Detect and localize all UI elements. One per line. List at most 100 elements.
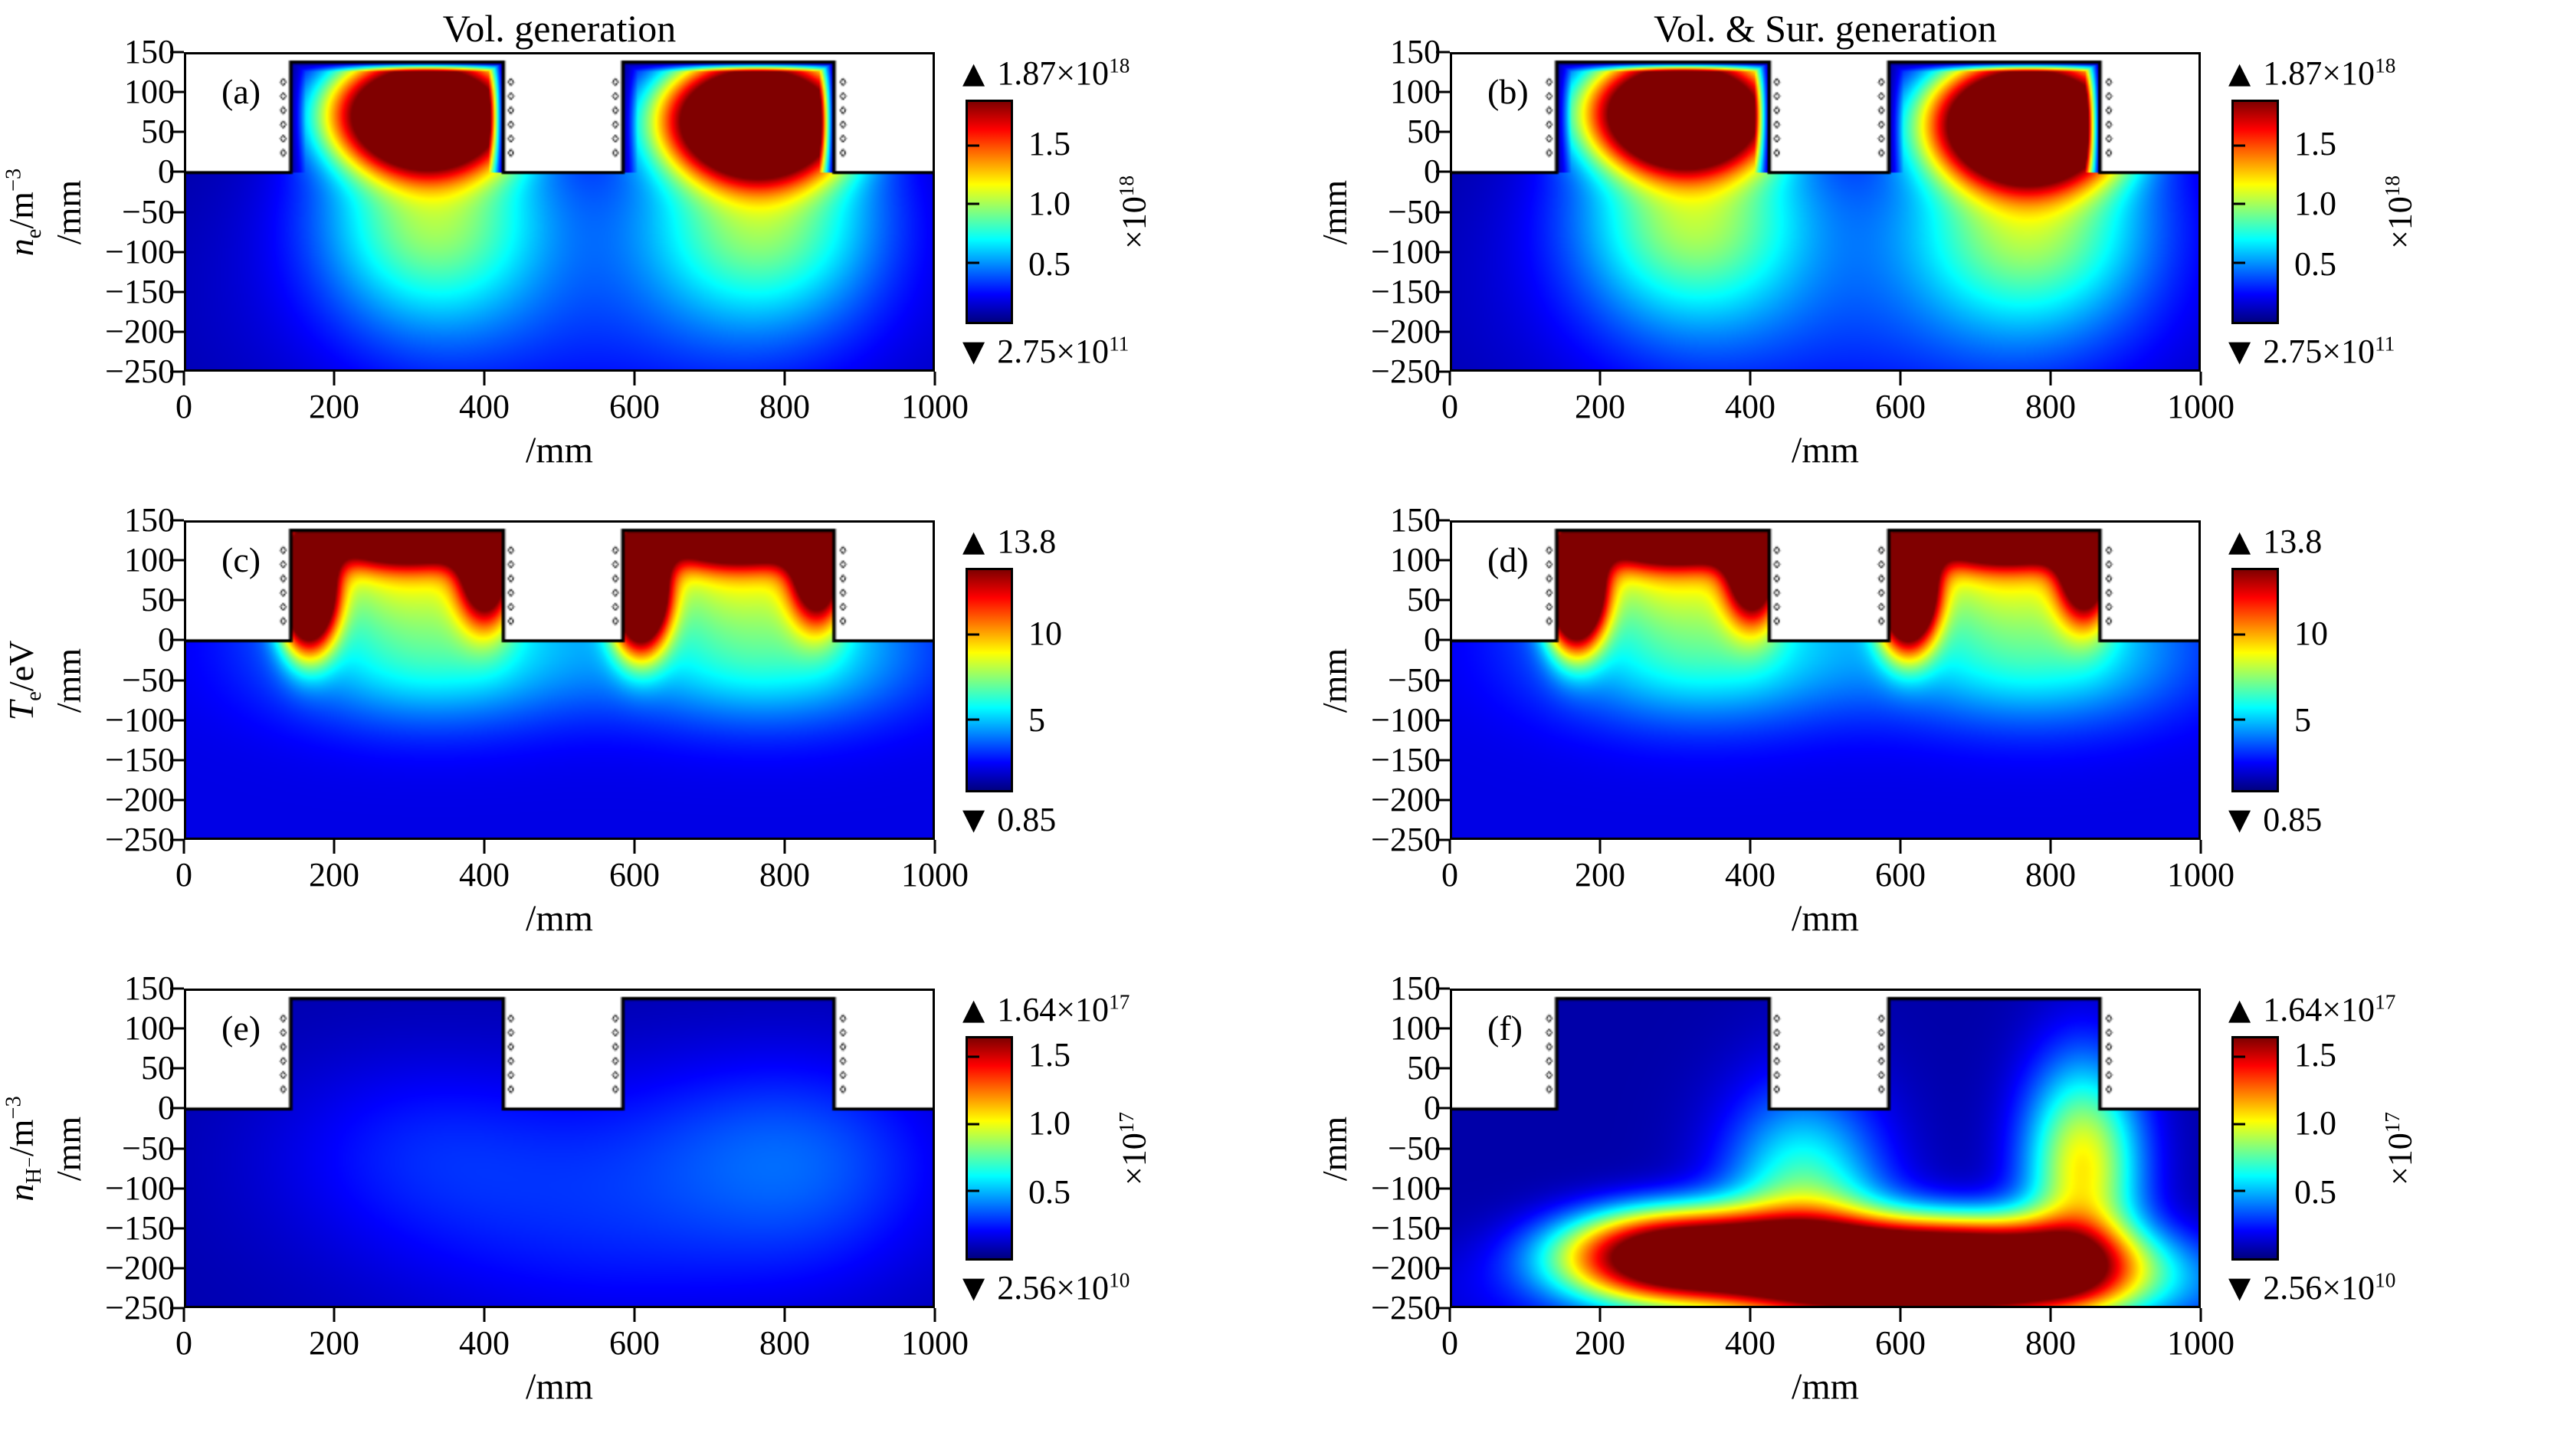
x-axis-label: /mm [525, 430, 593, 471]
tick-label: 200 [309, 856, 359, 894]
tick-mark [1436, 559, 1450, 562]
row-quantity-label: Te/eV [1, 640, 46, 720]
tick-label: −50 [1388, 1129, 1441, 1167]
tick-mark [170, 1227, 184, 1230]
tick-label: 1000 [901, 388, 969, 425]
row-ne: ne/m−3 /mm 150 100 50 0 −50 −100 −150 −200 −250 … [2, 8, 2564, 476]
tick-label: −200 [105, 780, 175, 818]
colorbar-gradient [966, 100, 1013, 324]
tick-mark [1436, 251, 1450, 254]
colorbar-tick-mark [968, 633, 979, 636]
tick-mark [170, 211, 184, 213]
plot-stack-e: (e) 0 200 400 600 800 1000 /mm [170, 944, 969, 1412]
tick-mark [2049, 1308, 2052, 1322]
x-tick-marks [182, 840, 936, 855]
tick-label: 600 [609, 1324, 660, 1362]
panel-cell-d: /mm 150 100 50 0 −50 −100 −150 −200 −250 (d) 0 20… [1267, 476, 2533, 944]
tick-label: 0 [1424, 621, 1441, 659]
colorbar-e: ▲ 1.64×1017 ×1017 1.5 1.0 0.5 ▼ 2.56×1010 [962, 989, 1267, 1308]
tick-label: 800 [759, 856, 810, 894]
tick-label: 0 [175, 1324, 192, 1362]
tick-label: 200 [309, 1324, 359, 1362]
tick-label: 0 [1424, 152, 1441, 191]
tick-mark [170, 759, 184, 762]
tick-label: −200 [1371, 1248, 1441, 1287]
triangle-down-icon: ▼ [2228, 334, 2251, 368]
y-axis-unit-label: /mm [49, 179, 88, 244]
tick-label: 600 [609, 856, 660, 894]
heatmap-canvas-c [186, 523, 933, 838]
panel-label-c: (c) [221, 540, 261, 579]
tick-label: −150 [105, 740, 175, 779]
tick-label: 0 [175, 856, 192, 894]
y-tick-labels: 150 100 50 0 −50 −100 −150 −200 −250 [1358, 35, 1450, 389]
plot-stack-c: (c) 0 200 400 600 800 1000 /mm [170, 476, 969, 944]
x-tick-labels: 0 200 400 600 800 1000 [1441, 855, 2234, 897]
tick-mark [2199, 1308, 2202, 1322]
tick-mark [170, 598, 184, 602]
tick-label: 200 [309, 388, 359, 425]
y-tick-marks [170, 519, 184, 841]
colorbar-tick-mark [2234, 144, 2245, 147]
tick-mark [2199, 840, 2202, 854]
tick-mark [1436, 519, 1450, 522]
tick-label: −100 [105, 1169, 175, 1207]
tick-mark [1436, 838, 1450, 841]
panel-cell-f: /mm 150 100 50 0 −50 −100 −150 −200 −250 (f) 0 20… [1267, 944, 2533, 1412]
tick-mark [1899, 1308, 1902, 1322]
colorbar-max-value: ▲ 1.87×1018 [962, 53, 1130, 92]
x-axis-label: /mm [1791, 898, 1859, 939]
tick-mark [333, 372, 336, 385]
colorbar-min-value: ▼ 2.56×1010 [962, 1267, 1130, 1307]
tick-label: 50 [1407, 581, 1441, 619]
y-tick-labels: 150 100 50 0 −50 −100 −150 −200 −250 [92, 503, 184, 857]
colorbar-multiplier: ×1017 [1114, 1111, 1153, 1185]
y-tick-labels: 150 100 50 0 −50 −100 −150 −200 −250 [92, 972, 184, 1325]
colorbar-tick-mark [2234, 1055, 2245, 1058]
tick-label: −200 [1371, 312, 1441, 350]
tick-label: 600 [609, 388, 660, 425]
tick-mark [783, 840, 786, 854]
tick-label: −50 [122, 192, 175, 231]
colorbar-multiplier: ×1018 [1114, 175, 1153, 249]
tick-label: −250 [1371, 821, 1441, 858]
colorbar-tick-label: 1.5 [1028, 1035, 1071, 1074]
tick-label: 200 [1575, 856, 1625, 894]
panel-cell-a: ne/m−3 /mm 150 100 50 0 −50 −100 −150 −200 −250 … [2, 8, 1267, 476]
tick-mark [170, 1267, 184, 1270]
panel-label-b: (b) [1487, 72, 1529, 111]
x-tick-labels: 0 200 400 600 800 1000 [175, 855, 969, 897]
triangle-down-icon: ▼ [962, 334, 985, 368]
tick-mark [170, 251, 184, 254]
colorbar-tick-label: 1.5 [2294, 125, 2336, 162]
tick-label: −150 [1371, 740, 1441, 779]
tick-mark [170, 679, 184, 681]
tick-mark [170, 987, 184, 990]
tick-mark [1436, 1147, 1450, 1149]
tick-mark [1436, 211, 1450, 213]
spacer [1450, 476, 2201, 520]
tick-mark [1436, 598, 1450, 602]
x-tick-marks [182, 1308, 936, 1323]
y-axis-quantity-labels: Te/eV /mm [2, 520, 92, 840]
colorbar-tick-mark [968, 144, 979, 147]
colorbar-tick-label: 0.5 [2294, 1172, 2336, 1211]
tick-label: −50 [122, 661, 175, 699]
tick-label: 400 [1725, 856, 1775, 894]
tick-label: 1000 [2167, 388, 2234, 425]
colorbar-min-value: ▼ 0.85 [962, 800, 1057, 838]
x-tick-marks [182, 372, 936, 387]
triangle-down-icon: ▼ [2228, 1271, 2251, 1304]
tick-mark [1436, 1107, 1450, 1110]
tick-mark [170, 51, 184, 54]
plot-area-c: (c) [170, 519, 935, 841]
colorbar-body: ×1017 1.5 1.0 0.5 [2228, 1036, 2533, 1261]
y-axis-quantity-labels: /mm [1267, 989, 1358, 1308]
tick-mark [170, 1027, 184, 1030]
tick-label: 200 [1575, 388, 1625, 425]
plot-area-a: (a) [170, 51, 935, 373]
colorbar-gradient [966, 1036, 1013, 1261]
tick-label: 0 [1441, 1324, 1458, 1362]
plot-area-d: (d) [1436, 519, 2201, 841]
tick-label: −200 [105, 1248, 175, 1287]
